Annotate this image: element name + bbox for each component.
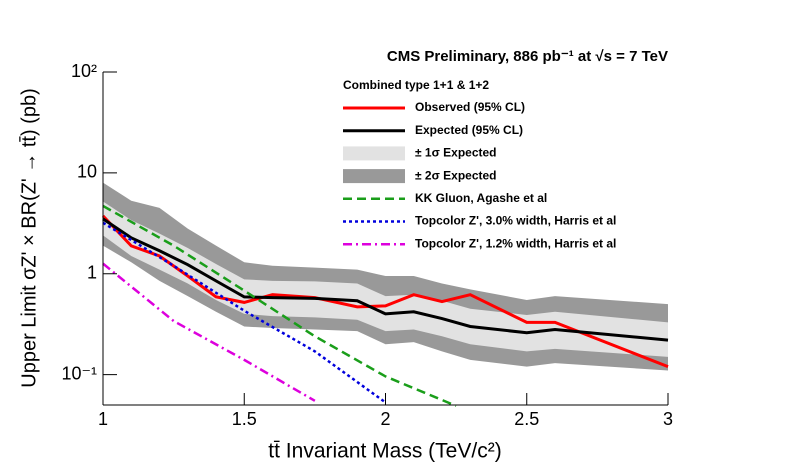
legend-label: ± 1σ Expected xyxy=(415,146,497,160)
series-line xyxy=(102,217,669,342)
legend-title: Combined type 1+1 & 1+2 xyxy=(343,78,489,92)
y-axis-label: Upper Limit σZ' × BR(Z' → tt̄) (pb) xyxy=(18,88,40,387)
legend-swatch xyxy=(343,169,405,184)
chart-title: CMS Preliminary, 886 pb⁻¹ at √s = 7 TeV xyxy=(387,48,668,65)
legend-label: KK Gluon, Agashe et al xyxy=(415,191,547,205)
y-tick-label: 10 xyxy=(77,162,97,182)
x-tick-label: 2.5 xyxy=(514,409,539,429)
x-tick-label: 2 xyxy=(380,409,390,429)
legend-label: ± 2σ Expected xyxy=(415,168,497,182)
legend-label: Topcolor Z', 1.2% width, Harris et al xyxy=(415,236,616,250)
legend-label: Topcolor Z', 3.0% width, Harris et al xyxy=(415,214,616,228)
x-tick-label: 1.5 xyxy=(232,409,257,429)
band xyxy=(103,201,668,357)
series-line xyxy=(102,204,457,408)
legend-label: Observed (95% CL) xyxy=(415,100,525,114)
series-line xyxy=(102,262,316,402)
x-tick-label: 3 xyxy=(663,409,673,429)
legend-swatch xyxy=(343,146,405,161)
series-line xyxy=(101,214,669,369)
x-axis-label: tt̄ Invariant Mass (TeV/c²) xyxy=(268,440,501,463)
x-tick-label: 1 xyxy=(98,409,108,429)
y-tick-label: 10⁻¹ xyxy=(61,363,97,383)
legend-label: Expected (95% CL) xyxy=(415,123,523,137)
y-tick-label: 1 xyxy=(87,263,97,283)
y-tick-label: 10² xyxy=(71,61,97,81)
series-line xyxy=(102,221,387,404)
